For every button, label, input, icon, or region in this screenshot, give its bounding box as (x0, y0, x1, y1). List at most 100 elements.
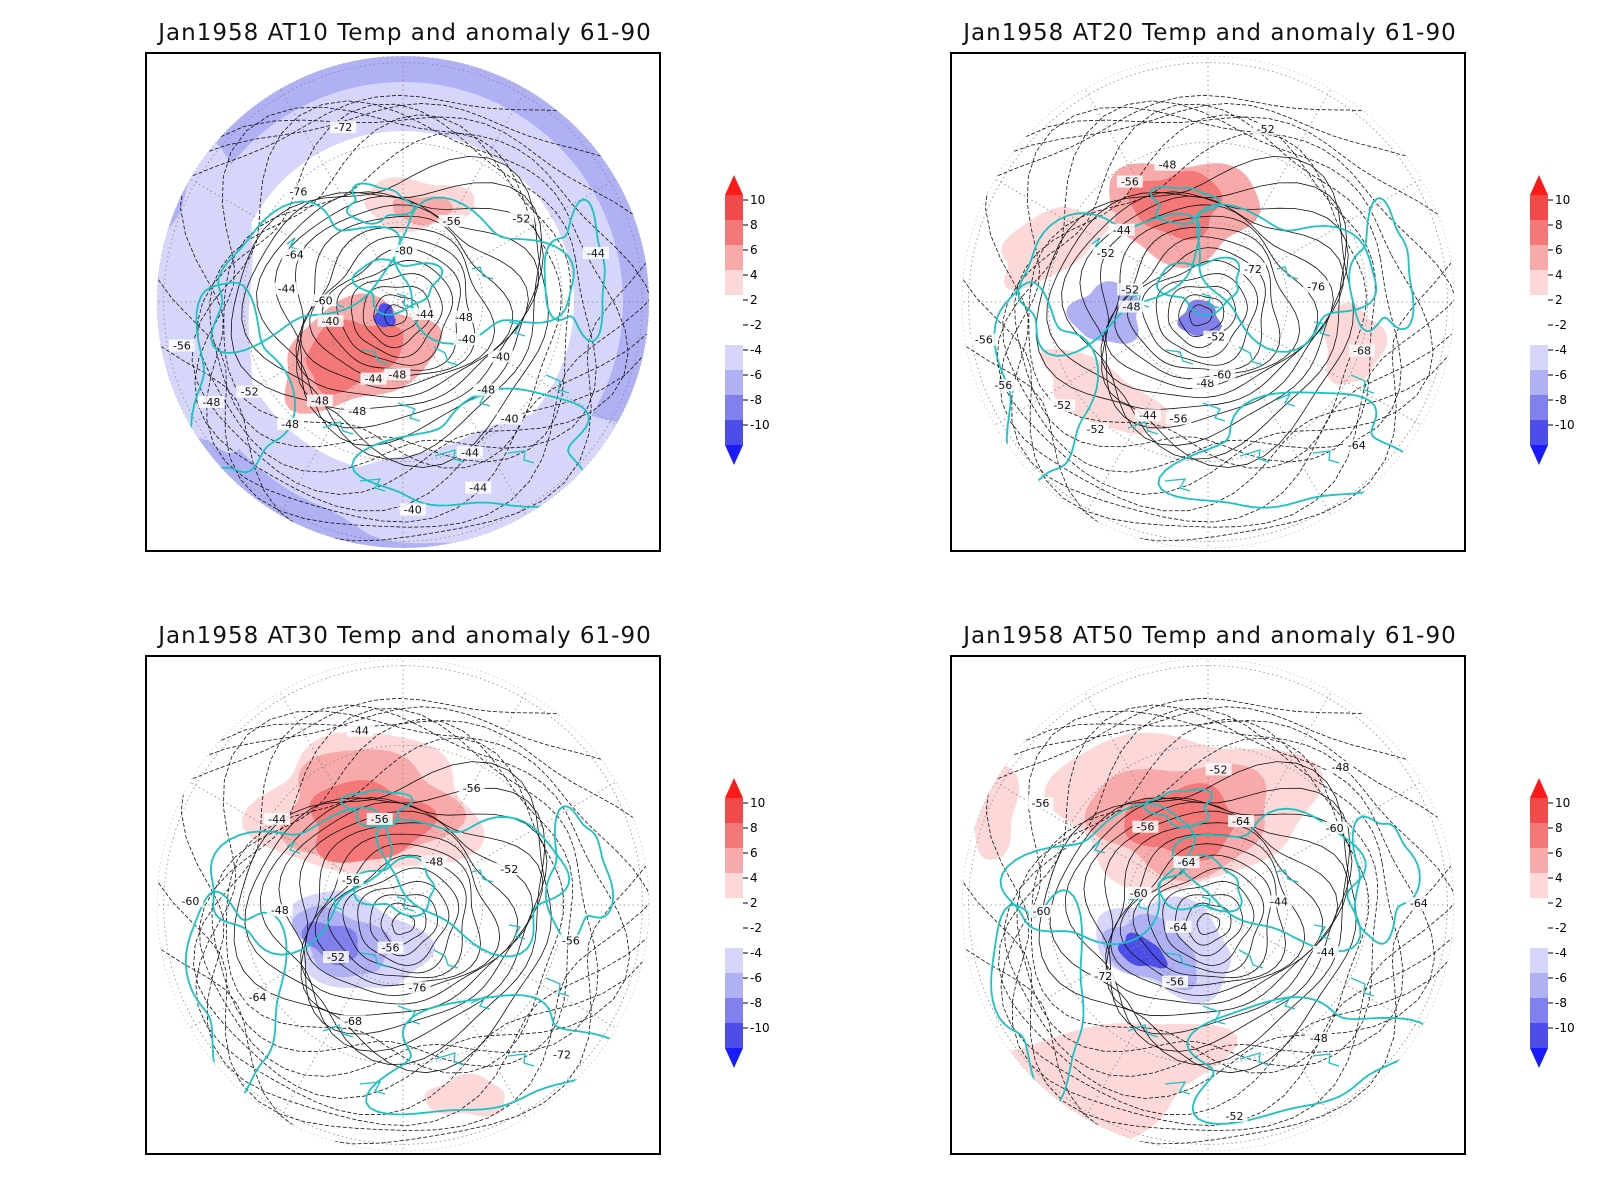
latitude-circle (243, 142, 563, 462)
contour-label: -44 (587, 247, 605, 260)
contour-label: -72 (1094, 970, 1112, 983)
contour-label: -52 (1121, 283, 1139, 296)
meridian-line (279, 301, 404, 516)
country-border (471, 266, 494, 280)
contour-label: -52 (1210, 763, 1228, 776)
contour-label-bg (1305, 1031, 1332, 1044)
contour-label: -52 (512, 213, 530, 226)
temperature-contour (962, 706, 1454, 1131)
country-border (434, 1052, 465, 1066)
country-border (1165, 952, 1194, 968)
colorbar-legend: 10 8 6 4 2 -2 -4 -6 -8 -10 (1530, 778, 1575, 1068)
temperature-contour (350, 273, 443, 358)
colorbar-level-label: 6 (1555, 846, 1563, 860)
contour-label: -76 (289, 185, 307, 198)
contour-label-bg (1118, 300, 1145, 313)
colorbar-swatch (1530, 998, 1548, 1023)
country-border (508, 924, 526, 940)
colorbar-level-label: -10 (750, 418, 770, 432)
contour-label-bg (266, 904, 293, 917)
colorbar-swatch (725, 923, 743, 948)
contour-label: -40 (404, 504, 422, 517)
temperature-contour (157, 103, 649, 528)
temperature-contour (233, 761, 552, 1074)
temperature-contour (157, 94, 649, 542)
contour-label-bg (337, 873, 364, 886)
contour-label-bg (1165, 412, 1192, 425)
meridian-line (1207, 904, 1422, 1029)
coastline (340, 789, 414, 828)
country-border (1127, 1024, 1159, 1038)
contour-label: -44 (469, 482, 487, 495)
temperature-contour (299, 226, 496, 390)
colorbar-swatch (725, 998, 743, 1023)
country-border (286, 840, 301, 854)
latitude-circle (243, 745, 563, 1065)
contour-label: -56 (443, 215, 461, 228)
country-border (1276, 266, 1299, 280)
contour-label-bg (1092, 247, 1119, 260)
contour-label: -44 (1113, 224, 1131, 237)
country-border (360, 952, 389, 968)
colorbar-swatch (1530, 898, 1548, 923)
contour-label-bg (1162, 975, 1189, 988)
temperature-contour (1099, 204, 1334, 410)
colorbar-swatch (1530, 295, 1548, 320)
colorbar-swatch (1530, 395, 1548, 420)
temperature-contour (357, 881, 450, 966)
colorbar-level-label: 4 (750, 871, 758, 885)
coastline (345, 182, 415, 225)
temperature-contour (962, 94, 1454, 542)
contour-label: -48 (455, 311, 473, 324)
coastline (375, 816, 571, 958)
country-border (286, 237, 301, 251)
contour-label-bg (310, 294, 337, 307)
colorbar-swatch (1530, 245, 1548, 270)
contour-label: -44 (351, 725, 369, 738)
contour-label: -72 (553, 1049, 571, 1062)
contour-label: -64 (286, 249, 304, 262)
contour-label: -52 (1257, 123, 1275, 136)
contour-label-bg (1028, 904, 1055, 917)
coastline (190, 281, 296, 474)
contour-label: -60 (1326, 822, 1344, 835)
contour-label: -40 (501, 412, 519, 425)
temperature-contour (962, 697, 1454, 1145)
map-boundary (156, 658, 650, 1152)
panel-title: Jan1958 AT50 Temp and anomaly 61-90 (963, 623, 1457, 649)
colorbar-arrow-bottom (1530, 445, 1548, 465)
panel-title: Jan1958 AT20 Temp and anomaly 61-90 (963, 20, 1457, 46)
contour-label: -48 (281, 418, 299, 431)
contour-label-bg (412, 308, 438, 320)
meridian-line (189, 781, 404, 906)
temperature-contour (1035, 155, 1354, 468)
contour-label: -52 (1207, 331, 1225, 344)
temperature-contour (1147, 867, 1265, 974)
contour-label: -60 (1213, 369, 1231, 382)
contour-label-bg (346, 724, 373, 737)
contour-label: -52 (327, 951, 345, 964)
colorbar-level-label: 4 (1555, 871, 1563, 885)
meridian-line (402, 301, 527, 516)
contour-label-bg (273, 282, 300, 295)
temperature-contour (225, 737, 565, 1074)
country-border (322, 421, 354, 435)
contour-label-bg (458, 781, 485, 794)
colorbar-arrow-bottom (725, 1048, 743, 1068)
temperature-contour (1061, 191, 1349, 447)
colorbar-level-label: -4 (750, 343, 762, 357)
contour-label: -64 (1232, 815, 1250, 828)
colorbar-swatch (1530, 848, 1548, 873)
contour-label: -56 (173, 340, 191, 353)
coastline (351, 258, 444, 316)
coastline (1348, 197, 1415, 332)
colorbar-swatch (725, 245, 743, 270)
colorbar-level-label: 6 (750, 846, 758, 860)
meridian-line (994, 781, 1209, 906)
colorbar-arrow-bottom (725, 445, 743, 465)
colorbar-level-label: -6 (750, 368, 762, 382)
contour-label-bg (244, 990, 271, 1003)
coastline (210, 806, 393, 956)
country-border (396, 896, 415, 912)
contour-label: -80 (395, 245, 413, 258)
